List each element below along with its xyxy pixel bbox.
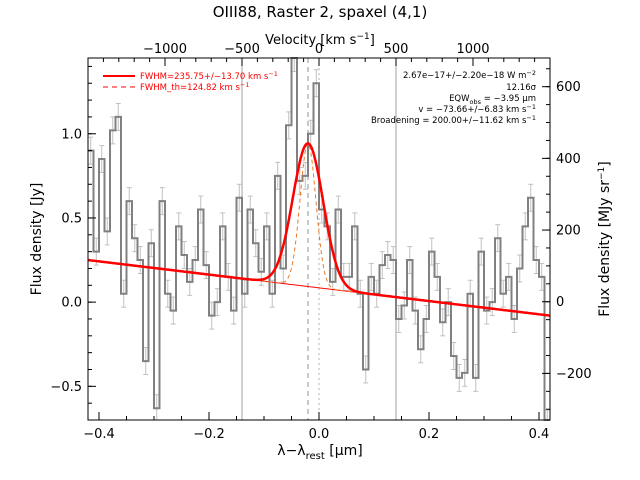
top-tick-label: −500 xyxy=(224,42,260,57)
plot-area xyxy=(87,57,551,421)
spectrum-series xyxy=(88,57,550,421)
gaussian-fit-series xyxy=(87,142,551,317)
y-tick-label: 0.0 xyxy=(61,296,82,311)
annotation-broadening: Broadening = 200.00+/−11.62 km s−1 xyxy=(371,114,536,126)
x-tick-label: −0.4 xyxy=(83,427,115,442)
legend-label-fwhm-thermal: FWHM_th=124.82 km s−1 xyxy=(140,81,249,93)
chart-title: OIII88, Raster 2, spaxel (4,1) xyxy=(213,3,428,21)
x-tick-label: 0.4 xyxy=(529,427,550,442)
top-axis-label: Velocity [km s−1] xyxy=(265,32,375,48)
x-tick-label: −0.2 xyxy=(193,427,225,442)
annotations: 2.67e−17+/−2.20e−18 W m−2 12.16σ EQWobs … xyxy=(371,69,537,126)
axes: −0.4 −0.2 0.0 0.2 0.4 −1000 −500 0 500 1000 −0.5 0.… xyxy=(50,42,591,442)
right-tick-label: 600 xyxy=(556,80,581,95)
x-tick-label: 0.0 xyxy=(309,427,330,442)
right-tick-label: −200 xyxy=(556,367,592,382)
annotation-flux: 2.67e−17+/−2.20e−18 W m−2 xyxy=(403,69,536,81)
right-tick-label: 400 xyxy=(556,152,581,167)
x-axis-label: λ−λrest [μm] xyxy=(277,443,362,462)
top-tick-label: 500 xyxy=(384,42,409,57)
legend: FWHM=235.75+/−13.70 km s−1 FWHM_th=124.8… xyxy=(103,70,278,93)
legend-label-fwhm: FWHM=235.75+/−13.70 km s−1 xyxy=(140,70,278,82)
right-tick-label: 0 xyxy=(556,295,564,310)
y-tick-label: 1.0 xyxy=(61,127,82,142)
right-axis-label: Flux density [MJy sr−1] xyxy=(597,161,613,317)
top-tick-label: 1000 xyxy=(456,42,489,57)
y-tick-label: 0.5 xyxy=(61,211,82,226)
annotation-snr: 12.16σ xyxy=(506,83,536,93)
annotation-velocity: v = −73.66+/−6.83 km s−1 xyxy=(418,103,536,115)
top-tick-label: 0 xyxy=(315,42,323,57)
right-tick-label: 200 xyxy=(556,224,581,239)
x-tick-label: 0.2 xyxy=(419,427,440,442)
y-axis-label: Flux density [Jy] xyxy=(29,183,45,296)
top-tick-label: −1000 xyxy=(143,42,187,57)
y-tick-label: −0.5 xyxy=(50,380,82,395)
annotation-eqw: EQWobs = −3.95 μm xyxy=(449,94,536,106)
